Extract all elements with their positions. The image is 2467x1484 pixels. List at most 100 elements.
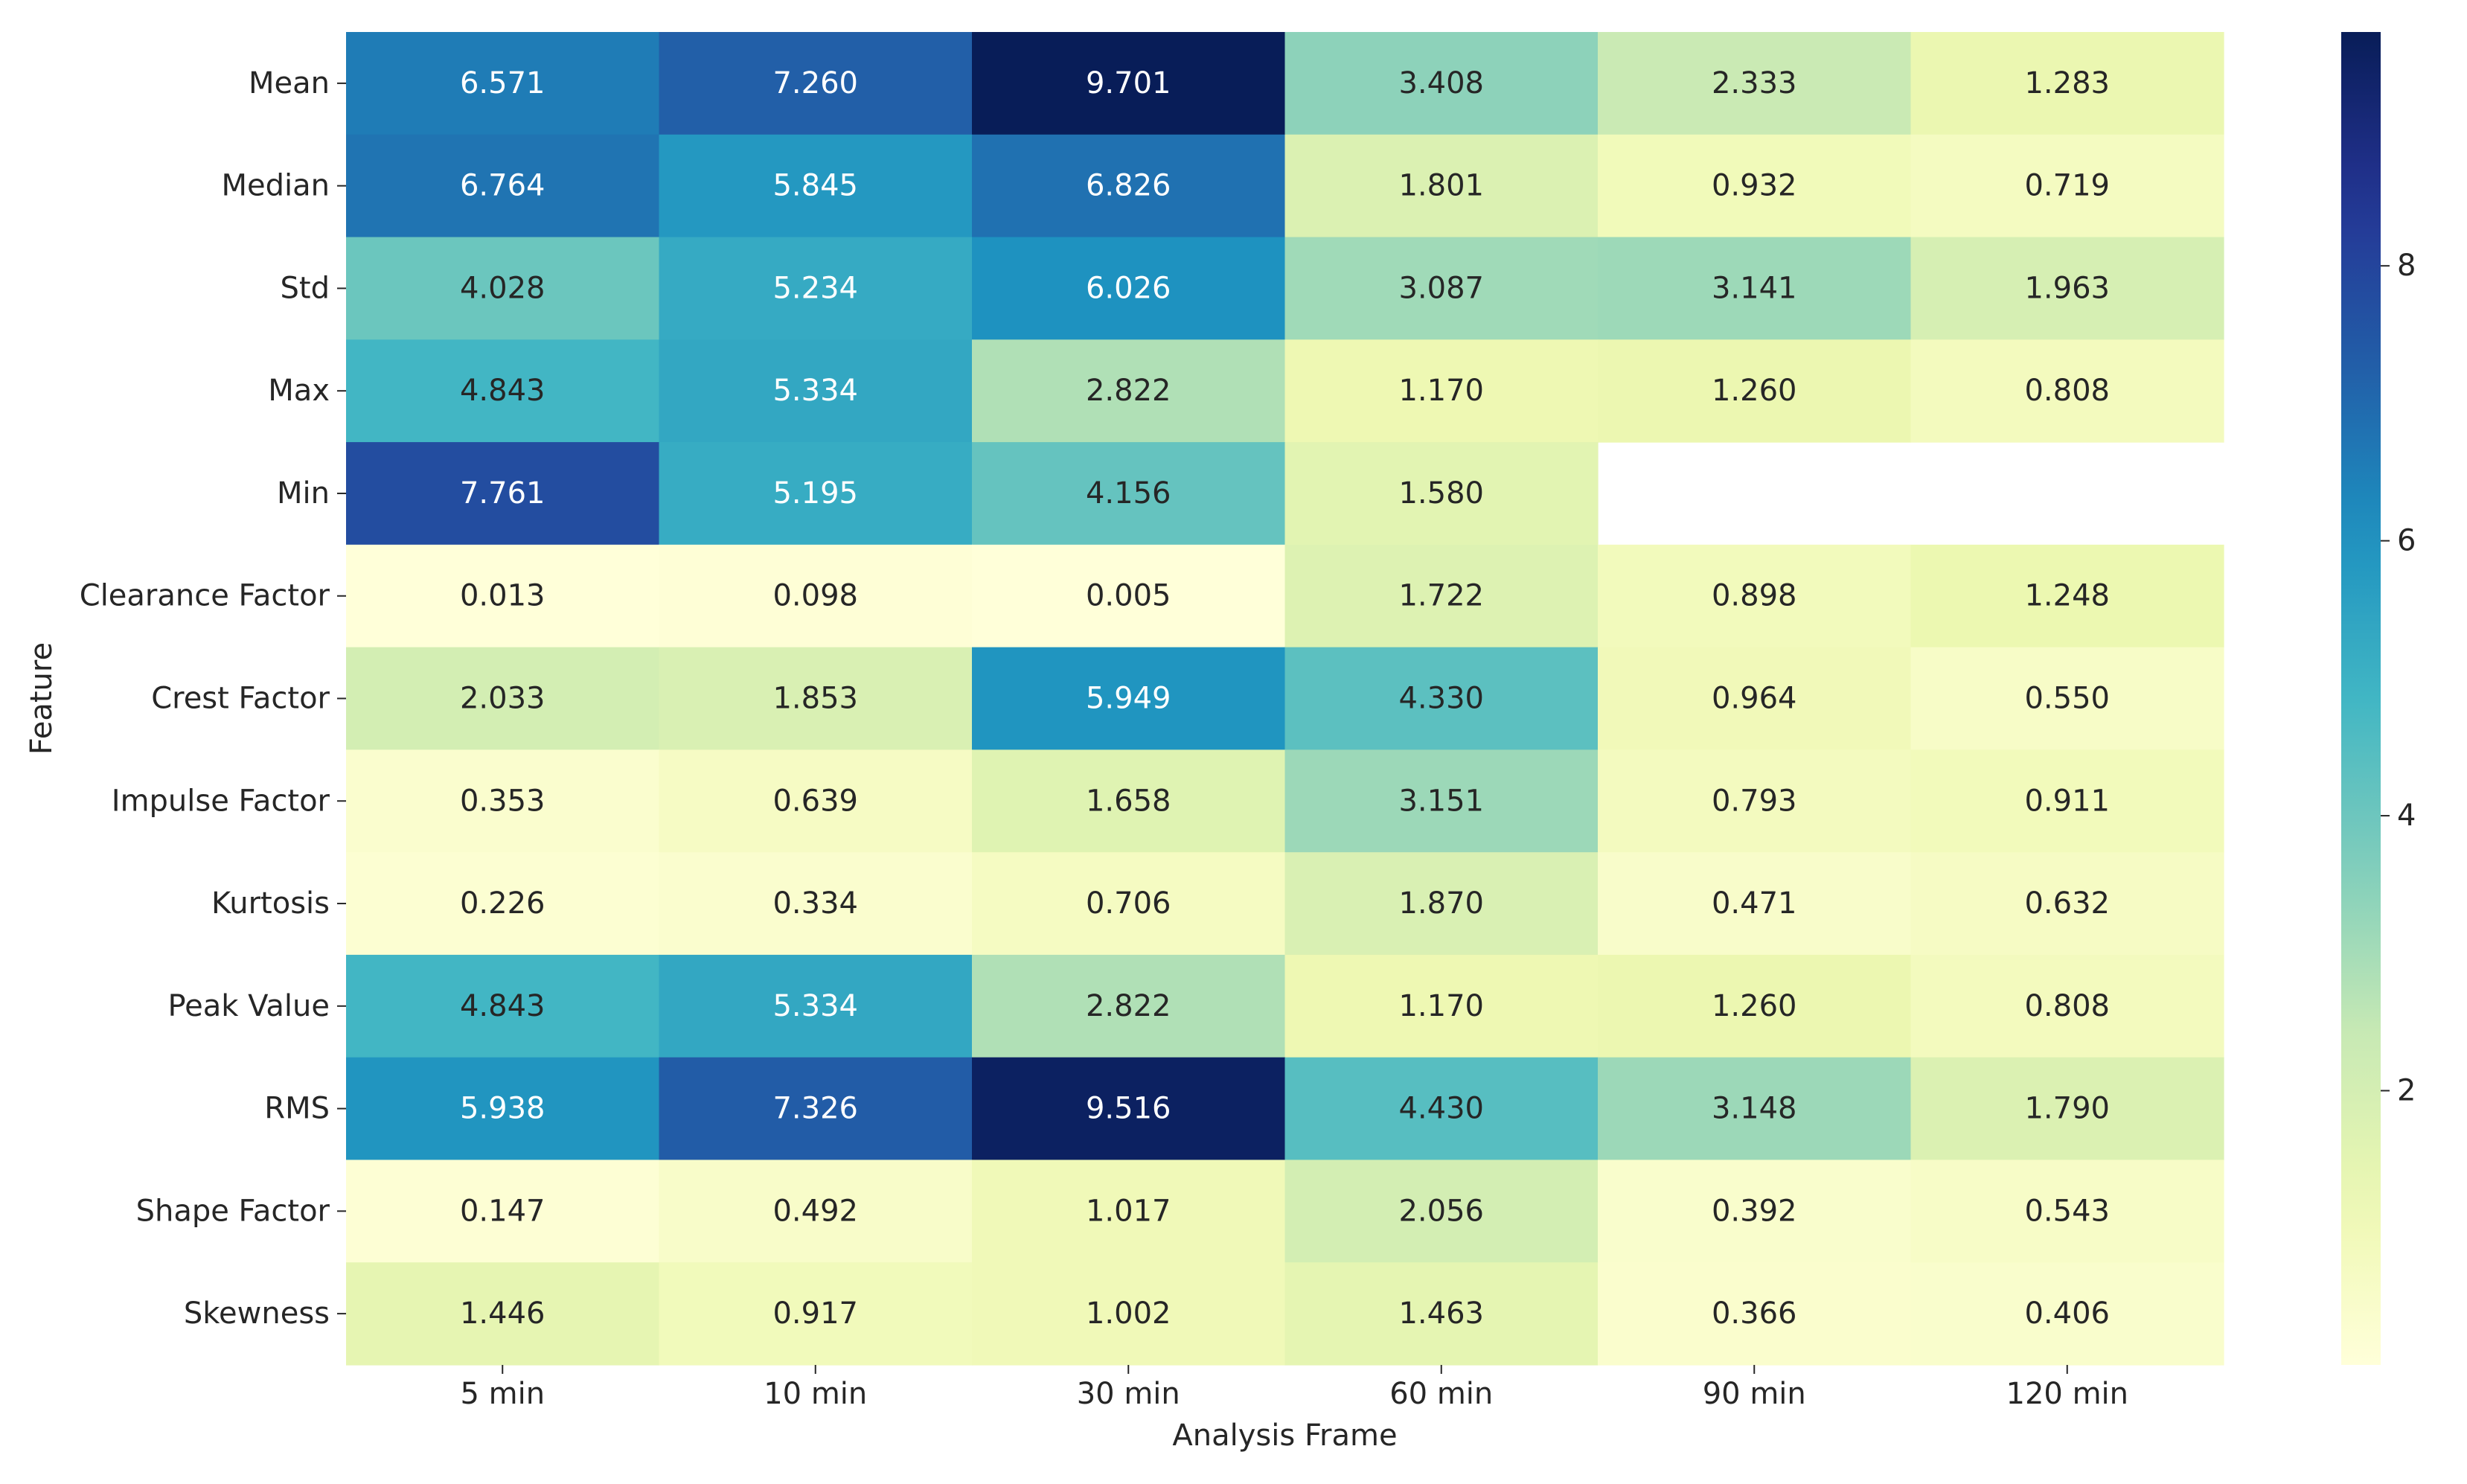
cell-value-label: 2.822 (1086, 989, 1171, 1023)
cell-value-label: 0.334 (772, 886, 858, 921)
x-tick-label: 120 min (2006, 1377, 2129, 1411)
heatmap-cell (972, 339, 1286, 443)
cell-value-label: 2.056 (1398, 1194, 1484, 1228)
cell-value-label: 0.706 (1086, 886, 1171, 921)
heatmap-cell (659, 237, 973, 340)
heatmap-cell (972, 442, 1286, 546)
heatmap-cell (346, 749, 660, 853)
heatmap-cell (1598, 852, 1912, 956)
cell-value-label: 5.949 (1086, 682, 1171, 716)
cell-value-label: 0.632 (2024, 886, 2110, 921)
cell-value-label: 0.366 (1712, 1296, 1797, 1331)
cell-value-label: 1.248 (2024, 579, 2110, 613)
colorbar-tick-label: 8 (2397, 249, 2416, 283)
heatmap-cell (659, 852, 973, 956)
cell-value-label: 1.170 (1398, 989, 1484, 1023)
cell-value-label: 0.147 (460, 1194, 545, 1228)
y-tick-label: Skewness (184, 1296, 330, 1331)
cell-value-label: 5.234 (772, 271, 858, 305)
y-tick-label: Kurtosis (211, 886, 330, 921)
cell-value-label: 4.430 (1398, 1092, 1484, 1126)
cell-value-label: 1.853 (772, 682, 858, 716)
heatmap-cell (1910, 32, 2224, 135)
cell-value-label: 7.260 (772, 66, 858, 100)
cell-value-label: 0.808 (2024, 989, 2110, 1023)
y-tick-label: Impulse Factor (112, 784, 330, 818)
heatmap-cell (972, 852, 1286, 956)
heatmap-cell (1910, 1262, 2224, 1366)
heatmap-cell (346, 954, 660, 1058)
cell-value-label: 1.790 (2024, 1092, 2110, 1126)
heatmap-cell (1910, 647, 2224, 750)
heatmap-cell (346, 134, 660, 238)
colorbar-tick-label: 2 (2397, 1073, 2416, 1107)
y-tick-label: Median (222, 169, 330, 203)
cell-value-label: 3.141 (1712, 271, 1797, 305)
y-tick-label: Min (277, 476, 330, 511)
heatmap-cell (972, 1057, 1286, 1161)
cell-value-label: 5.938 (460, 1092, 545, 1126)
heatmap-cell (659, 1262, 973, 1366)
cell-value-label: 0.932 (1712, 169, 1797, 203)
heatmap-cell (1910, 954, 2224, 1058)
cell-value-label: 1.002 (1086, 1296, 1171, 1331)
heatmap-cell (346, 544, 660, 648)
heatmap-cell (1284, 237, 1599, 340)
cell-value-label: 1.260 (1712, 989, 1797, 1023)
y-tick-label: Shape Factor (136, 1194, 330, 1228)
cell-value-label: 0.793 (1712, 784, 1797, 818)
heatmap-cell (1910, 1057, 2224, 1161)
y-tick-label: Peak Value (167, 989, 330, 1023)
cell-value-label: 0.392 (1712, 1194, 1797, 1228)
heatmap-cell (1284, 1262, 1599, 1366)
y-tick-label: Mean (249, 66, 330, 100)
heatmap-cell (659, 339, 973, 443)
cell-value-label: 6.026 (1086, 271, 1171, 305)
heatmap-cell (1598, 237, 1912, 340)
cell-value-label: 7.326 (772, 1092, 858, 1126)
colorbar-tick-label: 4 (2397, 799, 2416, 833)
heatmap-cell (1598, 647, 1912, 750)
heatmap-cell (1910, 237, 2224, 340)
heatmap-cell (659, 647, 973, 750)
heatmap-cell (1910, 544, 2224, 648)
cell-value-label: 3.408 (1398, 66, 1484, 100)
heatmap-cell (1598, 544, 1912, 648)
cell-value-label: 4.843 (460, 374, 545, 408)
cell-value-label: 3.087 (1398, 271, 1484, 305)
heatmap-cell (1598, 339, 1912, 443)
heatmap-cell-labels: 6.571 7.260 9.701 3.408 2.333 1.283 6.764 5.845… (460, 66, 2110, 1331)
cell-value-label: 0.492 (772, 1194, 858, 1228)
heatmap-cell (972, 134, 1286, 238)
cell-value-label: 0.098 (772, 579, 858, 613)
heatmap-cell (972, 1160, 1286, 1263)
cell-value-label: 1.463 (1398, 1296, 1484, 1331)
heatmap-cell (1910, 339, 2224, 443)
heatmap-cell (972, 544, 1286, 648)
heatmap-cell (972, 237, 1286, 340)
cell-value-label: 5.845 (772, 169, 858, 203)
heatmap-cell (1910, 134, 2224, 238)
cell-value-label: 7.761 (460, 476, 545, 511)
heatmap-cell (659, 442, 973, 546)
x-tick-label: 5 min (460, 1377, 545, 1411)
cell-value-label: 1.283 (2024, 66, 2110, 100)
heatmap-cell (659, 1057, 973, 1161)
heatmap-cell (346, 1262, 660, 1366)
cell-value-label: 0.911 (2024, 784, 2110, 818)
cell-value-label: 0.471 (1712, 886, 1797, 921)
cell-value-label: 2.033 (460, 682, 545, 716)
heatmap-cell (1598, 1057, 1912, 1161)
heatmap-cell (1284, 647, 1599, 750)
cell-value-label: 5.195 (772, 476, 858, 511)
cell-value-label: 1.446 (460, 1296, 545, 1331)
heatmap-cell (1598, 32, 1912, 135)
heatmap-cell (972, 749, 1286, 853)
cell-value-label: 4.028 (460, 271, 545, 305)
cell-value-label: 0.406 (2024, 1296, 2110, 1331)
heatmap-cell (1284, 1057, 1599, 1161)
heatmap-cell (659, 544, 973, 648)
heatmap-cell (346, 442, 660, 546)
heatmap-cell (1284, 442, 1599, 546)
cell-value-label: 1.963 (2024, 271, 2110, 305)
